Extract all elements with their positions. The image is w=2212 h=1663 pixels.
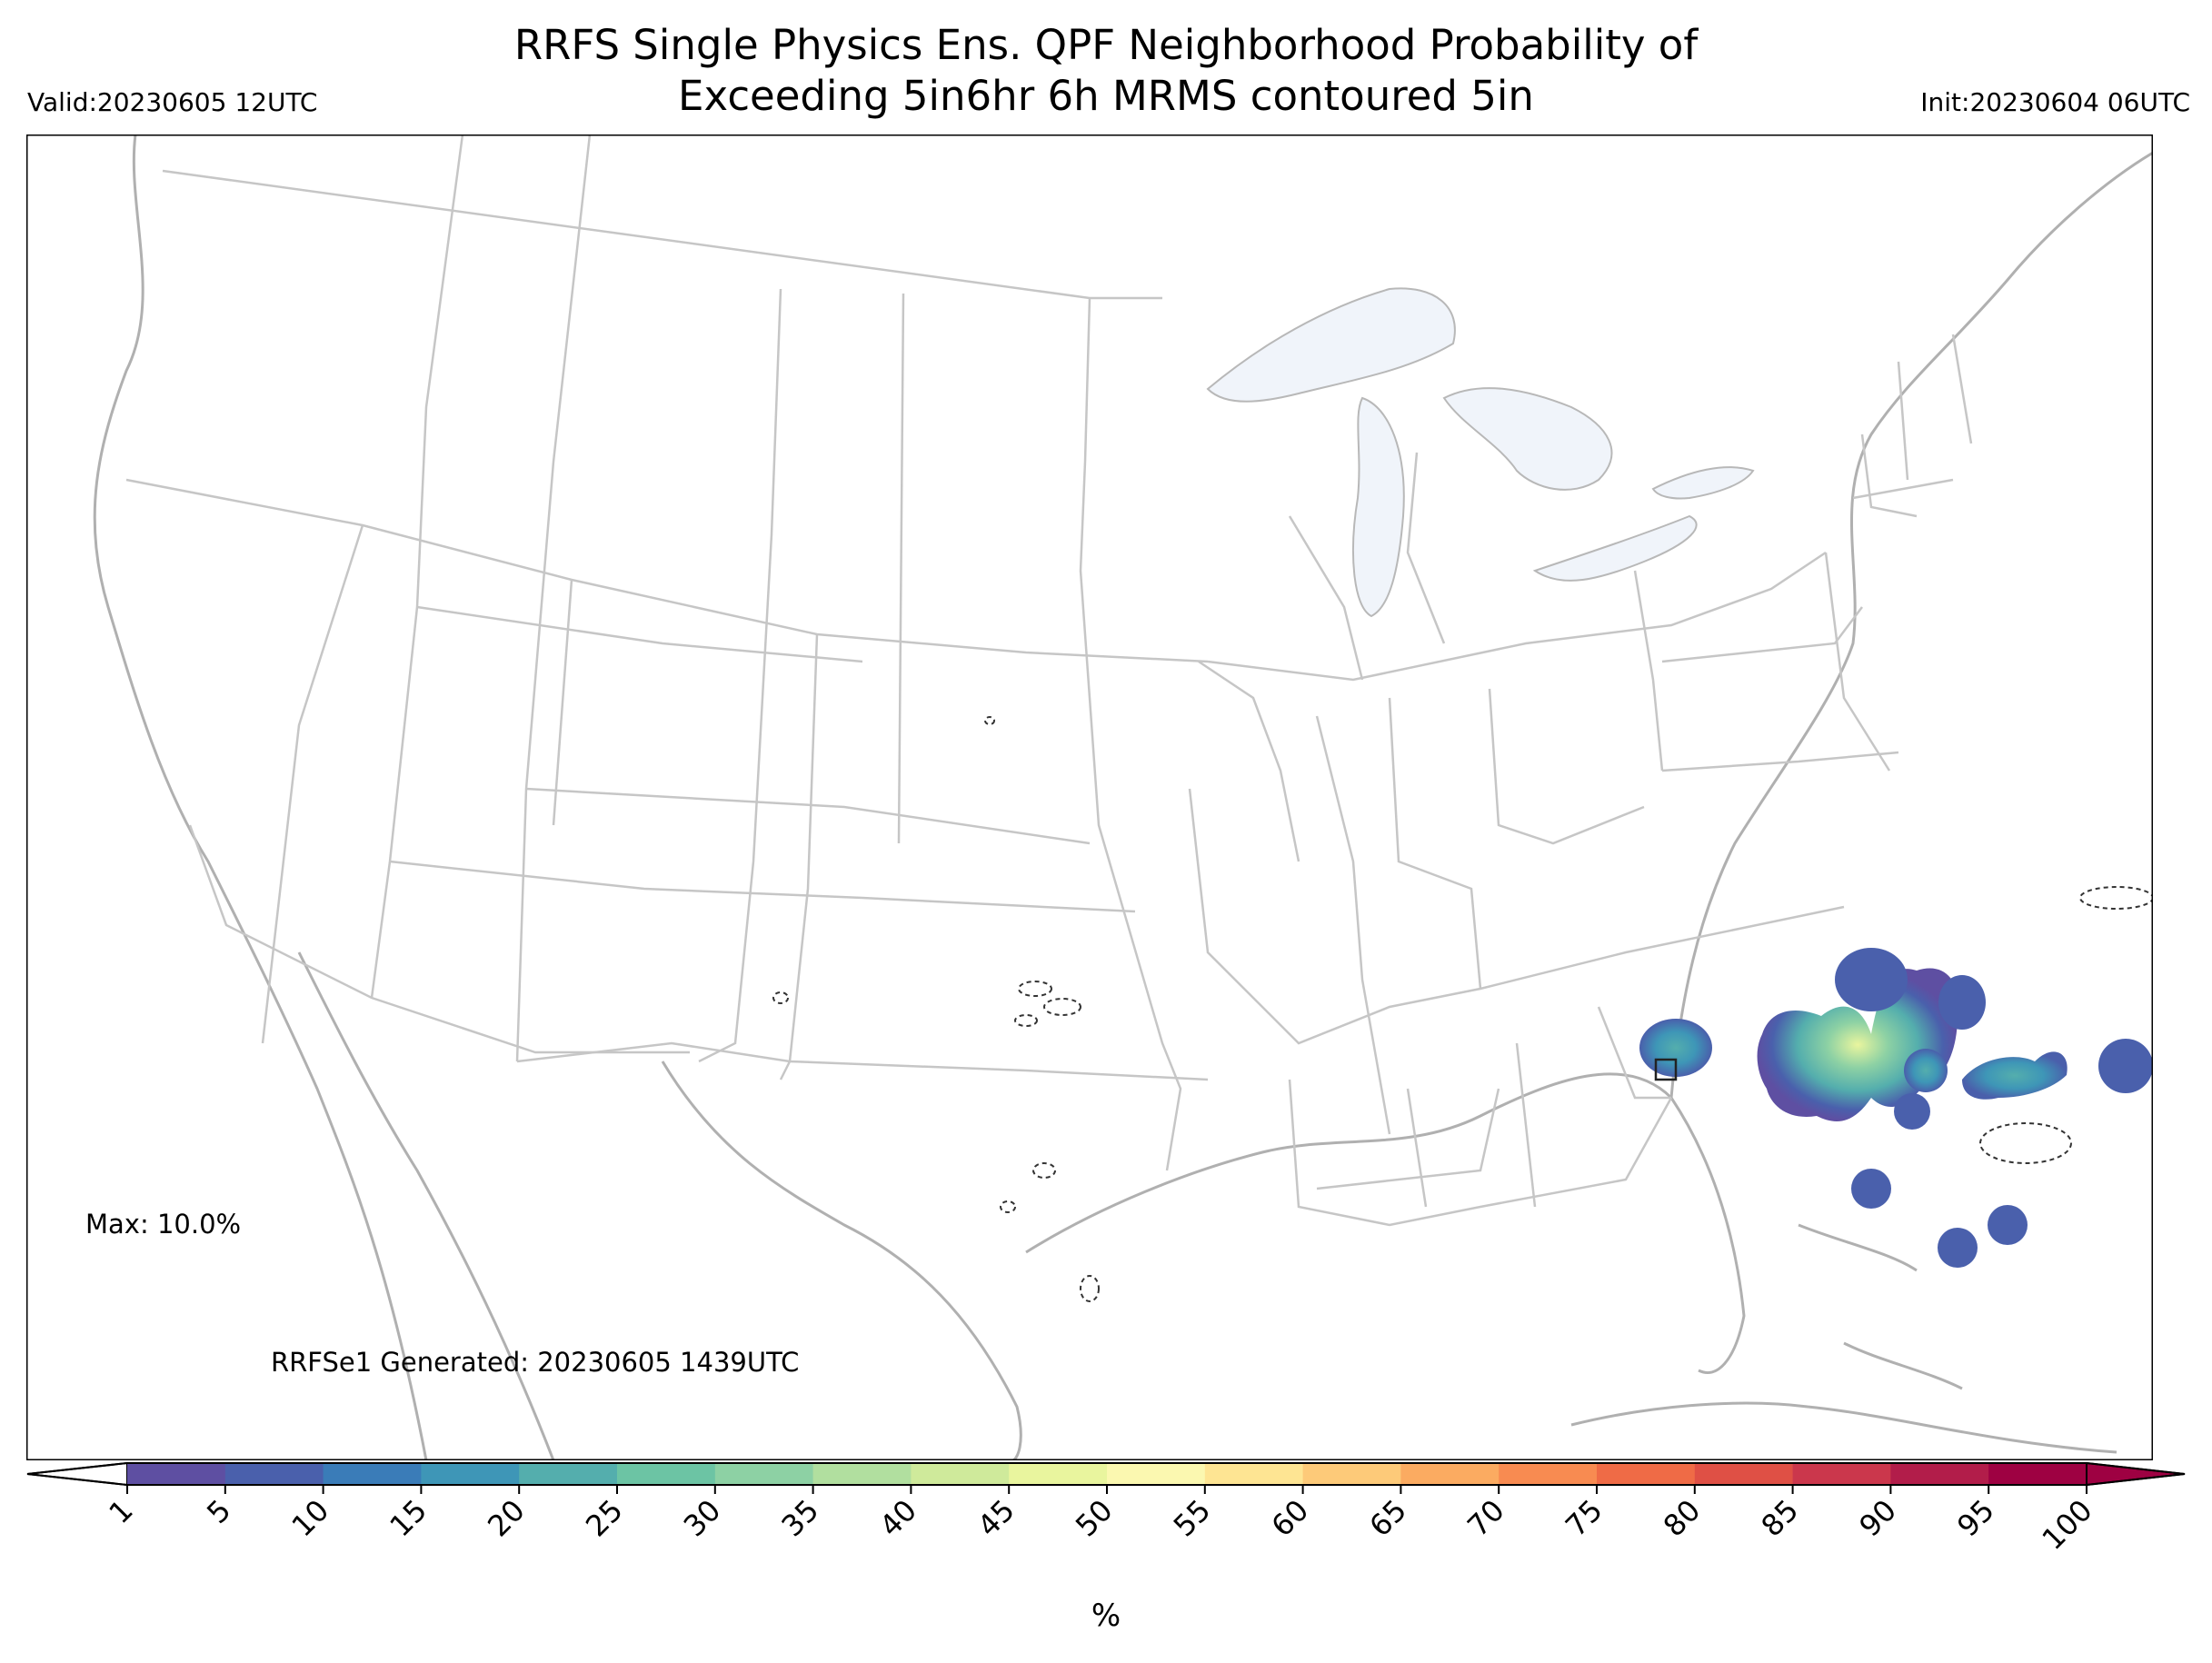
- colorbar-tick-label: 35: [775, 1493, 826, 1544]
- colorbar-swatch: [617, 1463, 716, 1485]
- colorbar-swatch: [1400, 1463, 1500, 1485]
- state-borders: [125, 134, 1973, 1227]
- colorbar-tick-label: 40: [872, 1493, 923, 1544]
- probability-area: [1938, 1228, 1978, 1268]
- colorbar-tick-label: 1: [102, 1493, 139, 1530]
- probability-areas: [1639, 948, 2153, 1268]
- max-value-label: Max: 10.0%: [85, 1209, 242, 1240]
- title-line-1: RRFS Single Physics Ens. QPF Neighborhoo…: [513, 21, 1699, 69]
- colorbar-swatch: [1694, 1463, 1794, 1485]
- colorbar-swatch: [421, 1463, 520, 1485]
- probability-area: [1962, 1051, 2068, 1100]
- colorbar-tick-label: 70: [1460, 1493, 1511, 1544]
- colorbar-swatch: [224, 1463, 324, 1485]
- max-location-marker: [1654, 1058, 1678, 1081]
- generated-label: RRFSe1 Generated: 20230605 1439UTC: [271, 1347, 800, 1378]
- colorbar-swatch: [1302, 1463, 1401, 1485]
- colorbar-tick-label: 65: [1362, 1493, 1413, 1544]
- colorbar-swatch: [1009, 1463, 1108, 1485]
- probability-area: [1639, 1019, 1712, 1077]
- colorbar-tick-label: 75: [1559, 1493, 1609, 1544]
- colorbar-tick-label: 85: [1755, 1493, 1806, 1544]
- colorbar-swatch: [714, 1463, 814, 1485]
- colorbar-swatch: [1890, 1463, 1989, 1485]
- colorbar-tick-label: 60: [1265, 1493, 1316, 1544]
- colorbar-swatch: [323, 1463, 422, 1485]
- colorbar-tick-label: 55: [1167, 1493, 1218, 1544]
- mrms-contours: [772, 716, 2153, 1302]
- coastlines: [93, 134, 2153, 1460]
- colorbar-tick-label: 20: [481, 1493, 532, 1544]
- colorbar-tick-label: 25: [579, 1493, 630, 1544]
- probability-area: [1988, 1205, 2028, 1245]
- colorbar-under-extension: [26, 1461, 128, 1487]
- colorbar-tick-label: 50: [1069, 1493, 1120, 1544]
- colorbar-swatch: [1204, 1463, 1304, 1485]
- probability-area: [1894, 1093, 1930, 1130]
- colorbar-swatch: [1792, 1463, 1891, 1485]
- colorbar-tick-label: 30: [677, 1493, 728, 1544]
- colorbar-tick-label: 10: [285, 1493, 336, 1544]
- colorbar-swatch: [519, 1463, 618, 1485]
- colorbar-tick-label: 100: [2036, 1493, 2099, 1557]
- colorbar: 1 5 10 15 20 25 30 35 40 45 50 55 60 65 70 75 80 85 90 95 10…: [26, 1461, 2186, 1557]
- init-time-label: Init:20230604 06UTC: [1920, 87, 2190, 117]
- colorbar-tick-label: 45: [971, 1493, 1021, 1544]
- colorbar-swatch: [1597, 1463, 1696, 1485]
- colorbar-tick-label: 90: [1852, 1493, 1903, 1544]
- colorbar-swatch: [812, 1463, 912, 1485]
- colorbar-swatch: [1499, 1463, 1598, 1485]
- map-background: [26, 134, 2153, 1460]
- colorbar-swatch: [911, 1463, 1010, 1485]
- probability-area: [1835, 948, 1908, 1011]
- colorbar-swatch: [127, 1463, 226, 1485]
- great-lakes: [1206, 287, 1755, 618]
- map-panel: [26, 134, 2153, 1460]
- title-line-2: Exceeding 5in6hr 6h MRMS contoured 5in: [678, 72, 1534, 120]
- probability-area: [1938, 975, 1986, 1030]
- colorbar-tick-label: 15: [383, 1493, 433, 1544]
- probability-area: [2098, 1039, 2153, 1093]
- colorbar-swatch: [1107, 1463, 1206, 1485]
- colorbar-over-extension: [2086, 1461, 2186, 1487]
- probability-area: [1904, 1049, 1948, 1092]
- valid-time-label: Valid:20230605 12UTC: [27, 87, 318, 117]
- colorbar-unit-label: %: [1091, 1598, 1121, 1634]
- colorbar-tick-label: 80: [1657, 1493, 1708, 1544]
- colorbar-swatches: [26, 1461, 2186, 1487]
- chart-title: RRFS Single Physics Ens. QPF Neighborhoo…: [0, 20, 2212, 122]
- colorbar-tick-label: 95: [1950, 1493, 2001, 1544]
- colorbar-ticks: 1 5 10 15 20 25 30 35 40 45 50 55 60 65 70 75 80 85 90 95 10…: [102, 1485, 2099, 1557]
- colorbar-tick-label: 5: [200, 1493, 237, 1530]
- probability-area: [1851, 1169, 1891, 1209]
- colorbar-swatch: [1988, 1463, 2087, 1485]
